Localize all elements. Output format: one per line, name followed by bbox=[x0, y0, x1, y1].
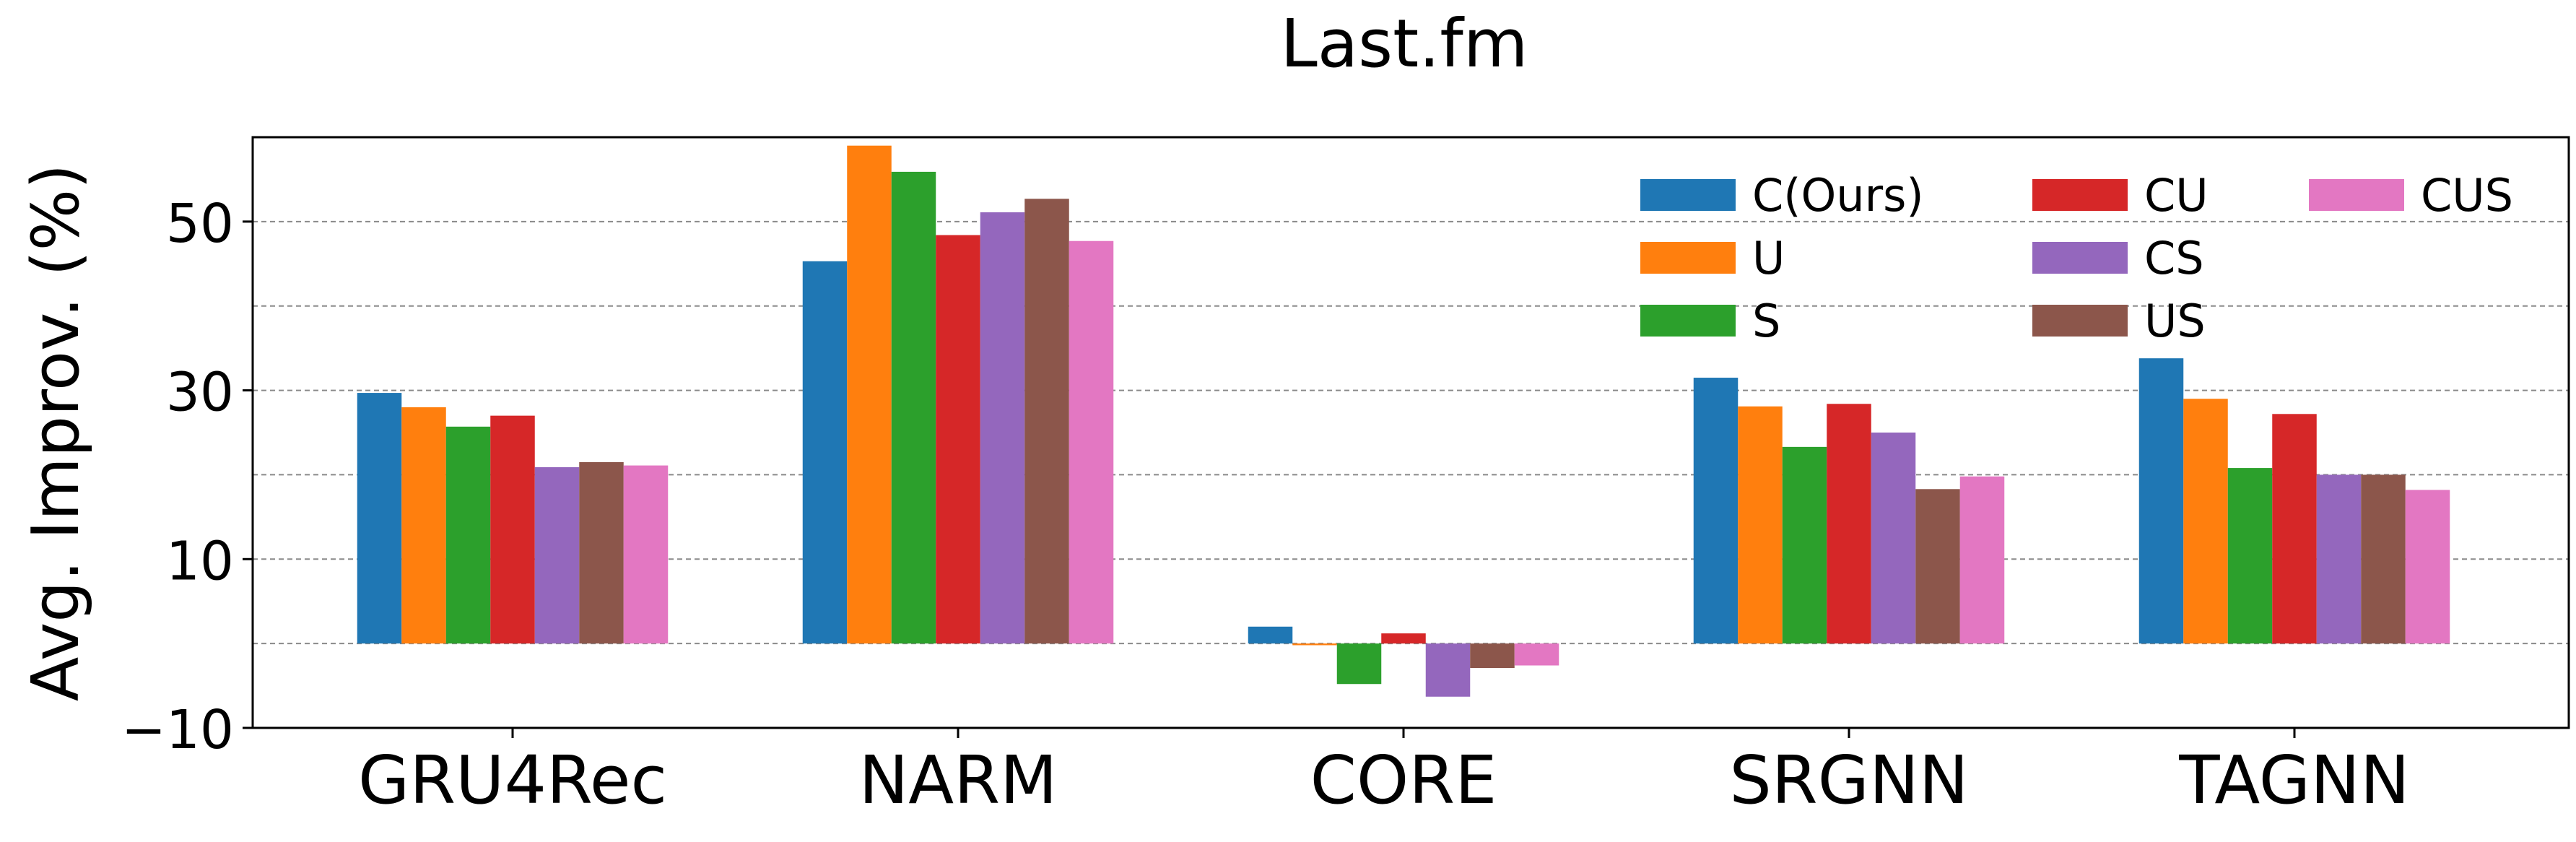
bar bbox=[534, 466, 580, 644]
bar bbox=[2227, 468, 2273, 644]
bar bbox=[1425, 643, 1471, 697]
bar bbox=[1514, 643, 1559, 666]
bar bbox=[1248, 626, 1293, 644]
bar bbox=[401, 407, 446, 644]
bar bbox=[1693, 378, 1739, 644]
bar bbox=[980, 212, 1025, 644]
x-tick-label: NARM bbox=[858, 742, 1057, 819]
x-tick-label: CORE bbox=[1310, 742, 1497, 819]
legend-label: CS bbox=[2144, 232, 2204, 285]
legend-swatch bbox=[1640, 305, 1736, 337]
bar bbox=[1024, 199, 1069, 644]
legend-label: U bbox=[1752, 232, 1785, 285]
bar bbox=[1827, 404, 1871, 644]
bar bbox=[1470, 643, 1515, 669]
bar bbox=[2361, 474, 2406, 644]
bar bbox=[579, 461, 624, 644]
x-tick-label: GRU4Rec bbox=[358, 742, 667, 819]
bar bbox=[847, 145, 892, 644]
bar bbox=[2405, 490, 2450, 644]
y-tick-label: 50 bbox=[166, 193, 234, 255]
y-axis-label: Avg. Improv. (%) bbox=[18, 164, 94, 702]
bar bbox=[445, 426, 491, 644]
legend-swatch bbox=[2309, 179, 2404, 211]
legend-label: S bbox=[1752, 295, 1780, 347]
y-tick-label: 30 bbox=[166, 362, 234, 424]
bar bbox=[936, 235, 980, 644]
legend-label: CUS bbox=[2421, 169, 2513, 222]
x-tick-label: TAGNN bbox=[2178, 742, 2409, 819]
y-tick-label: −10 bbox=[121, 699, 234, 761]
legend-label: US bbox=[2144, 295, 2206, 347]
bar bbox=[1871, 433, 1916, 644]
bar bbox=[802, 261, 848, 644]
legend-label: CU bbox=[2144, 169, 2209, 222]
bar bbox=[2183, 399, 2228, 644]
bar bbox=[2316, 474, 2362, 644]
x-axis-ticks: GRU4Rec NARM CORE SRGNN TAGNN bbox=[358, 728, 2410, 819]
bar bbox=[1782, 446, 1827, 644]
bar bbox=[1959, 476, 2005, 644]
bar bbox=[1292, 643, 1337, 646]
bar bbox=[1336, 643, 1382, 685]
bars bbox=[357, 145, 2450, 697]
chart-title: Last.fm bbox=[1281, 5, 1528, 82]
legend-swatch bbox=[1640, 179, 1736, 211]
bar bbox=[1738, 406, 1783, 644]
legend-label: C(Ours) bbox=[1752, 169, 1924, 222]
bar bbox=[1915, 489, 1960, 644]
x-tick-label: SRGNN bbox=[1729, 742, 1968, 819]
bar bbox=[357, 393, 402, 644]
y-axis-ticks: −10 10 30 50 bbox=[121, 193, 253, 761]
bar bbox=[2138, 358, 2184, 644]
plot-frame bbox=[251, 136, 2570, 729]
bar bbox=[490, 415, 535, 644]
bar bbox=[2272, 414, 2317, 644]
bar bbox=[891, 171, 936, 644]
bar bbox=[1381, 633, 1426, 644]
legend-swatch bbox=[1640, 242, 1736, 274]
legend: C(Ours) US CU CS US CUS bbox=[1640, 169, 2513, 347]
legend-swatch bbox=[2032, 179, 2128, 211]
legend-swatch bbox=[2032, 305, 2128, 337]
y-tick-label: 10 bbox=[166, 530, 234, 592]
bar bbox=[623, 465, 669, 644]
legend-swatch bbox=[2032, 242, 2128, 274]
bar bbox=[1069, 240, 1114, 644]
